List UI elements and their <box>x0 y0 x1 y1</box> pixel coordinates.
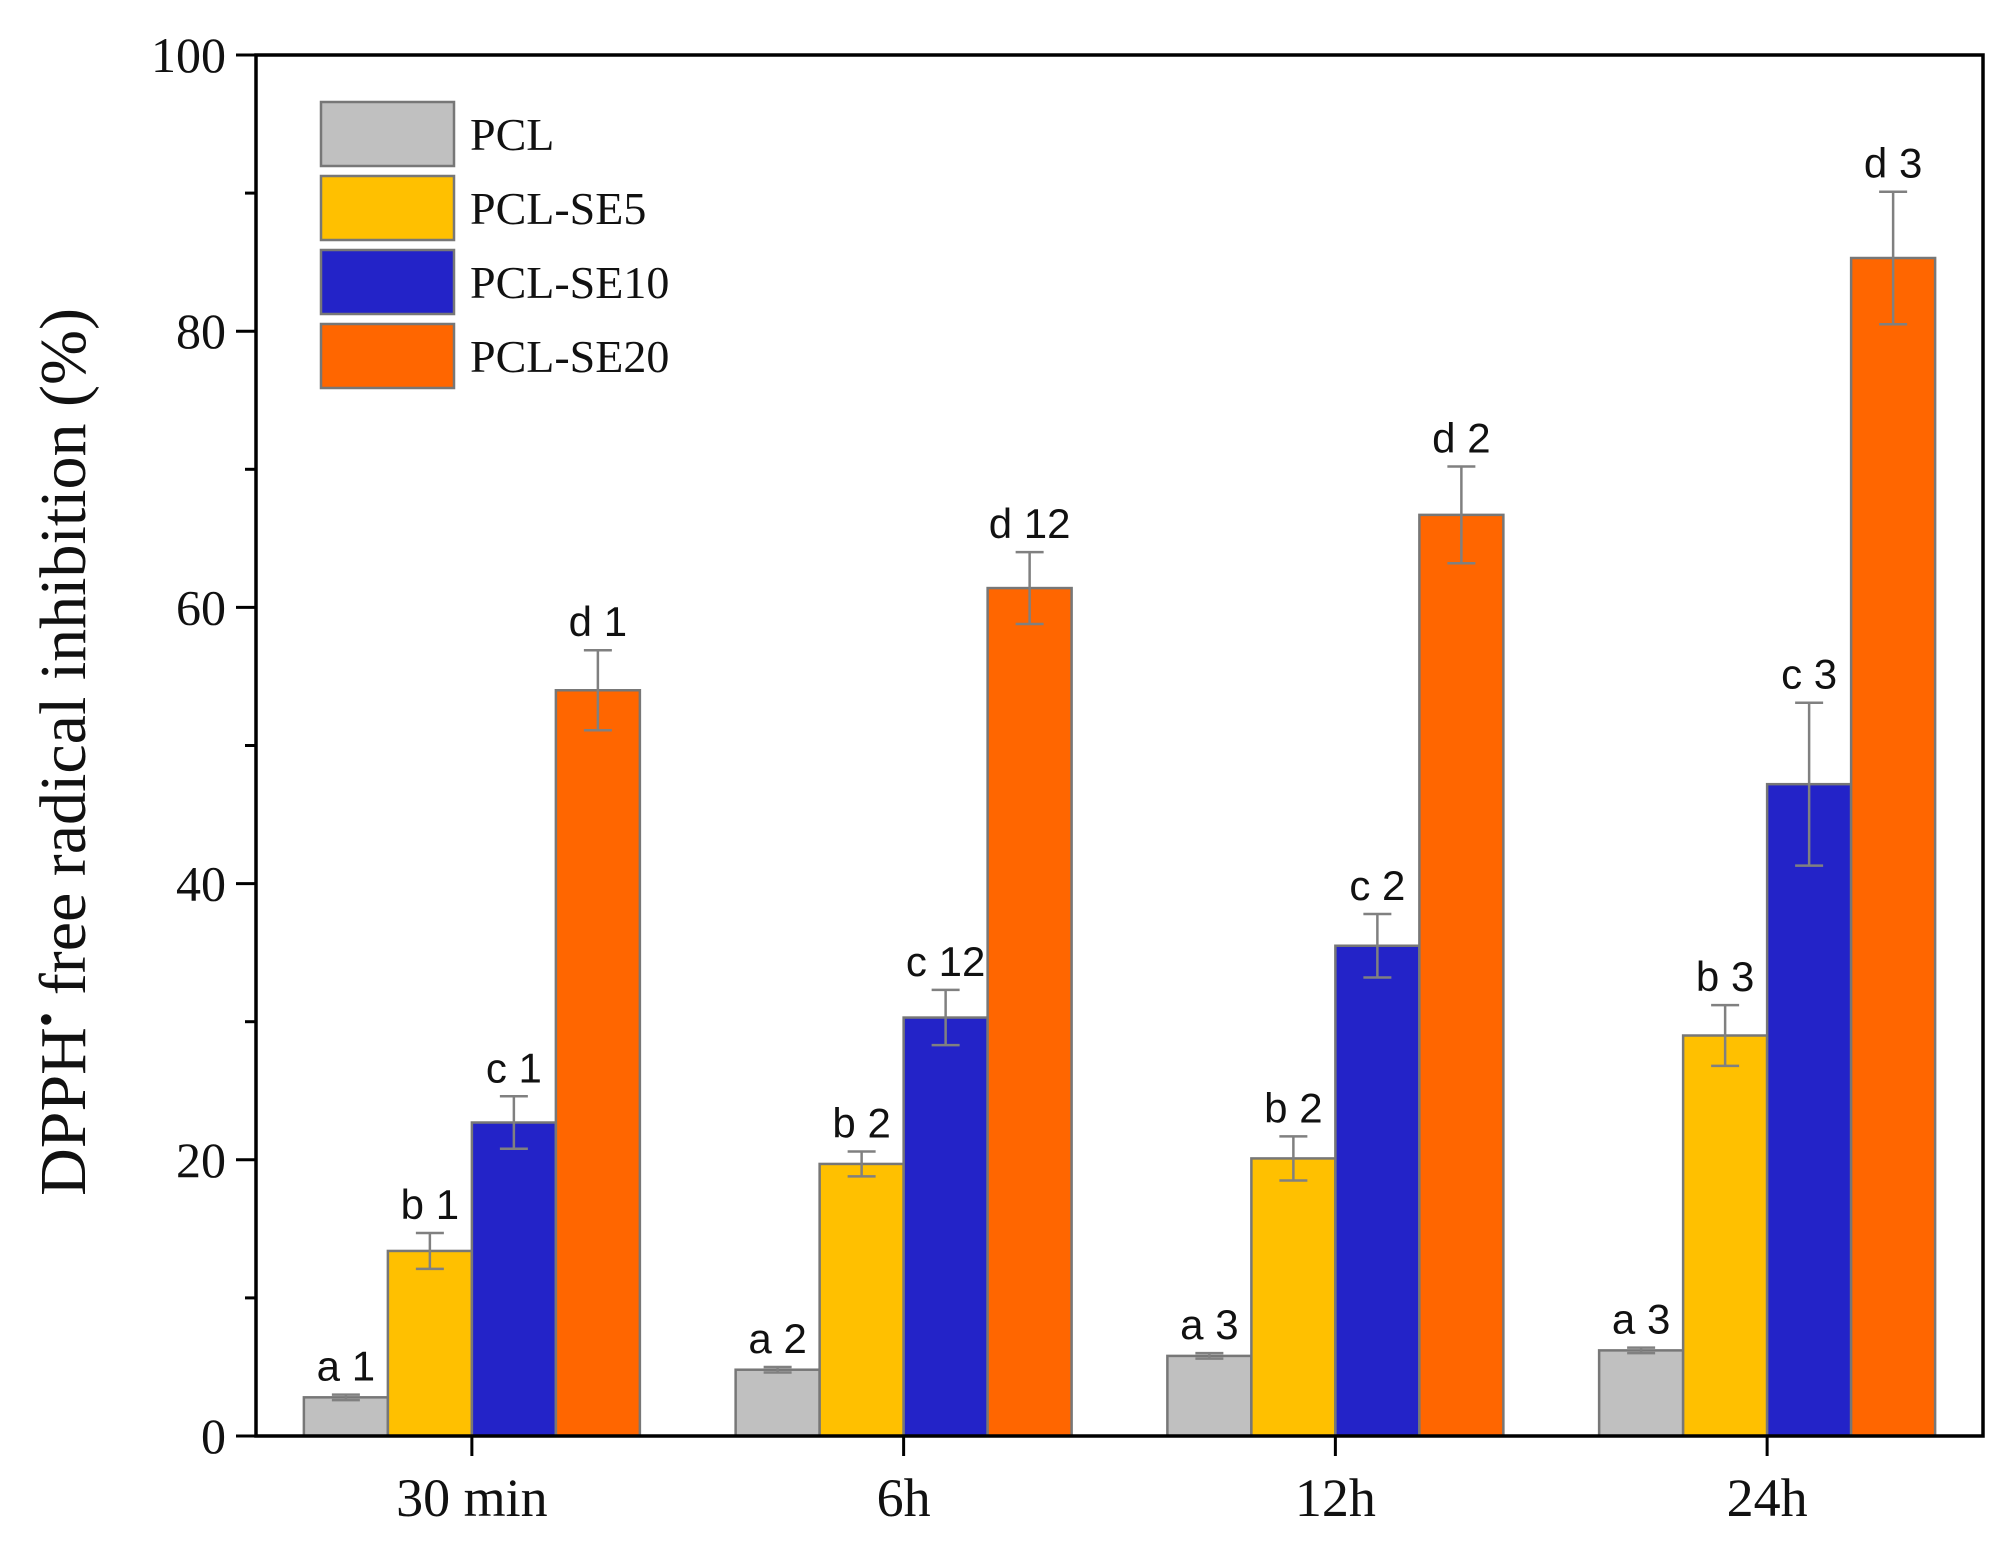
bar-annotation: a 3 <box>1180 1301 1238 1348</box>
legend-label-pcl: PCL <box>470 109 554 160</box>
y-axis-label: DPPH• free radical inhibition (%) <box>22 308 101 1196</box>
y-tick-label: 20 <box>176 1132 226 1188</box>
bar-pcl-se20-2 <box>1418 513 1505 1438</box>
bar-annotation: a 1 <box>317 1343 375 1390</box>
bar-pcl-3 <box>1597 1349 1685 1438</box>
plot-frame <box>254 53 1985 1438</box>
legend-label-pcl-se20: PCL-SE20 <box>470 331 669 382</box>
bar-annotation: b 3 <box>1696 953 1754 1000</box>
y-tick-label: 60 <box>176 579 226 635</box>
x-tick-label: 30 min <box>396 1468 548 1528</box>
bar-annotation: a 3 <box>1612 1296 1670 1343</box>
bar-annotation: d 3 <box>1864 140 1922 187</box>
x-tick-label: 12h <box>1295 1468 1376 1528</box>
y-tick-label: 80 <box>176 303 226 359</box>
bar-annotation: d 12 <box>989 500 1071 547</box>
legend-swatch-pcl-se20 <box>319 322 456 390</box>
bar-annotation: c 12 <box>906 938 985 985</box>
error-bars-layer <box>331 190 1908 1402</box>
bar-pcl-2 <box>1166 1354 1253 1438</box>
bar-pcl-0 <box>302 1396 390 1438</box>
bar-annotation: a 2 <box>748 1315 806 1362</box>
bar-pcl-se10-2 <box>1334 944 1421 1438</box>
bar-pcl-se20-0 <box>554 689 642 1438</box>
bar-annotation: c 3 <box>1781 651 1837 698</box>
bar-annotation: b 2 <box>1264 1084 1322 1131</box>
bar-pcl-se10-0 <box>470 1121 558 1438</box>
legend-swatch-pcl-se5 <box>319 174 456 242</box>
bar-annotation: c 2 <box>1349 862 1405 909</box>
y-tick-label: 0 <box>201 1408 226 1464</box>
bar-annotation: d 2 <box>1432 415 1490 462</box>
y-tick-label: 100 <box>151 27 226 83</box>
bar-pcl-se20-1 <box>986 586 1073 1438</box>
bars-layer <box>302 256 1937 1438</box>
bar-pcl-se10-3 <box>1765 782 1853 1438</box>
x-tick-label: 6h <box>877 1468 931 1528</box>
bar-pcl-se10-1 <box>902 1016 989 1438</box>
bar-annotation: c 1 <box>486 1044 542 1091</box>
legend: PCL PCL-SE5 PCL-SE10 PCL-SE20 <box>319 100 669 390</box>
bar-pcl-se5-2 <box>1250 1157 1337 1438</box>
bar-pcl-se5-3 <box>1681 1034 1769 1438</box>
y-tick-label: 40 <box>176 856 226 912</box>
bar-pcl-1 <box>734 1368 821 1438</box>
legend-label-pcl-se10: PCL-SE10 <box>470 257 669 308</box>
bar-annotations-layer: a 1 b 1 c 1 d 1 a 2 b 2 c 12 d 12 a 3 b 2 c 2 d 2 a … <box>317 140 1923 1390</box>
bar-pcl-se20-3 <box>1849 256 1937 1438</box>
bar-pcl-se5-0 <box>386 1249 474 1438</box>
axes-layer: 30 min 6h 12h 24h 0 20 40 60 80 100 <box>151 27 1985 1528</box>
x-tick-label: 24h <box>1727 1468 1808 1528</box>
bar-pcl-se5-1 <box>818 1162 905 1438</box>
bar-annotation: b 1 <box>401 1181 459 1228</box>
legend-swatch-pcl <box>319 100 456 168</box>
legend-label-pcl-se5: PCL-SE5 <box>470 183 646 234</box>
legend-swatch-pcl-se10 <box>319 248 456 316</box>
bar-annotation: b 2 <box>832 1100 890 1147</box>
bar-annotation: d 1 <box>569 598 627 645</box>
